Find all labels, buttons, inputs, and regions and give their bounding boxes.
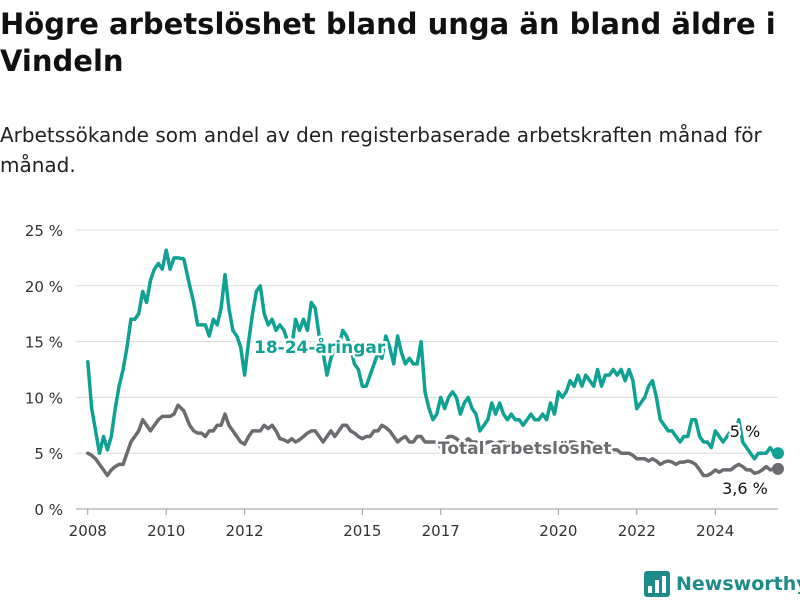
y-tick-label: 20 % [25, 278, 63, 296]
x-tick-label: 2017 [422, 522, 460, 540]
line-chart: 0 % 5 % 10 % 15 % 20 % 25 % 2008 2010 2012 2015 20… [25, 222, 784, 540]
brand-name: Newsworthy [676, 573, 800, 595]
y-tick-label: 10 % [25, 389, 63, 407]
bar-chart-logo-icon [644, 571, 670, 597]
x-tick-label: 2024 [696, 522, 734, 540]
y-tick-label: 15 % [25, 334, 63, 352]
x-tick-label: 2010 [147, 522, 185, 540]
x-tick-label: 2008 [69, 522, 107, 540]
x-tick-label: 2012 [226, 522, 264, 540]
series-label-youth: 18-24-åringar [254, 336, 386, 358]
chart-subtitle: Arbetssökande som andel av den registerb… [0, 123, 762, 177]
x-tick-label: 2020 [539, 522, 577, 540]
series-label-total: Total arbetslöshet [438, 439, 612, 459]
y-tick-label: 5 % [34, 445, 63, 463]
end-point-total [772, 462, 784, 475]
y-tick-label: 25 % [25, 222, 63, 240]
end-label-youth: 5 % [730, 422, 760, 441]
x-tick-label: 2022 [618, 522, 656, 540]
chart-title: Högre arbetslöshet bland unga än bland ä… [0, 7, 776, 78]
brand-logo: Newsworthy [644, 569, 800, 599]
end-label-total: 3,6 % [722, 479, 768, 498]
series-line-youth [86, 248, 780, 461]
end-point-youth [772, 447, 784, 460]
y-tick-label: 0 % [34, 501, 63, 519]
series-line-total [86, 403, 780, 478]
x-tick-label: 2015 [343, 522, 381, 540]
